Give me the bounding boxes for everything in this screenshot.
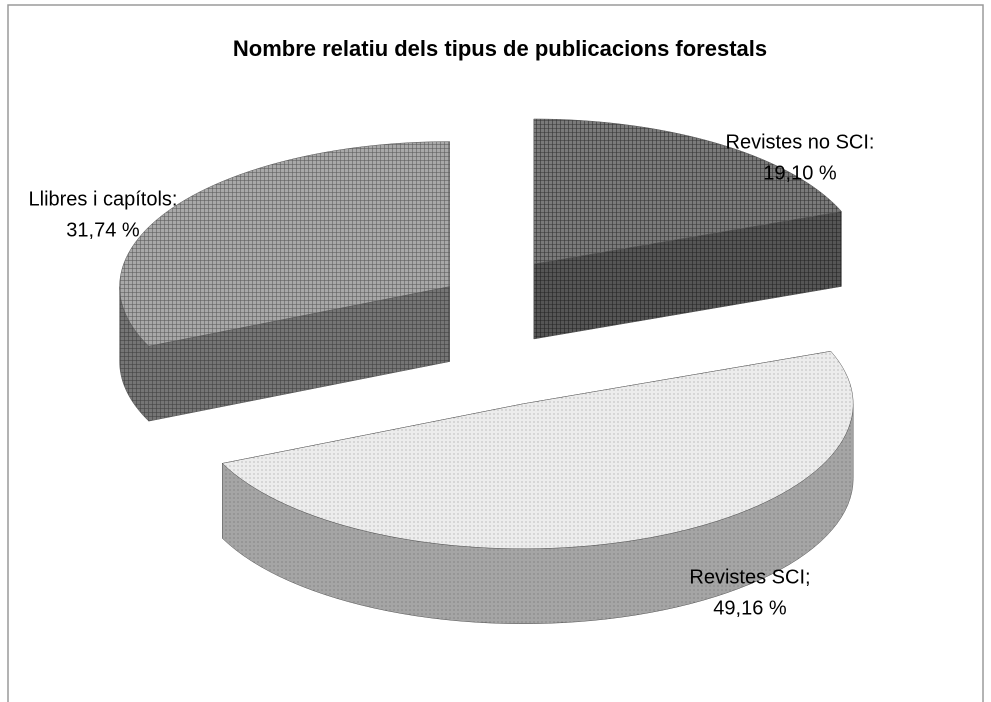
slice-label: Llibres i capítols: — [29, 188, 178, 210]
slice-label: Revistes SCI; — [689, 566, 810, 588]
slice-value-label: 31,74 % — [66, 219, 140, 241]
slice-value-label: 49,16 % — [713, 597, 787, 619]
slice-top — [119, 141, 450, 347]
slice-label: Revistes no SCI: — [726, 131, 875, 153]
slice-value-label: 19,10 % — [763, 162, 837, 184]
slices — [119, 118, 854, 625]
chart-title: Nombre relatiu dels tipus de publicacion… — [233, 36, 767, 61]
slice-top — [221, 350, 854, 550]
slice-top — [533, 118, 842, 265]
